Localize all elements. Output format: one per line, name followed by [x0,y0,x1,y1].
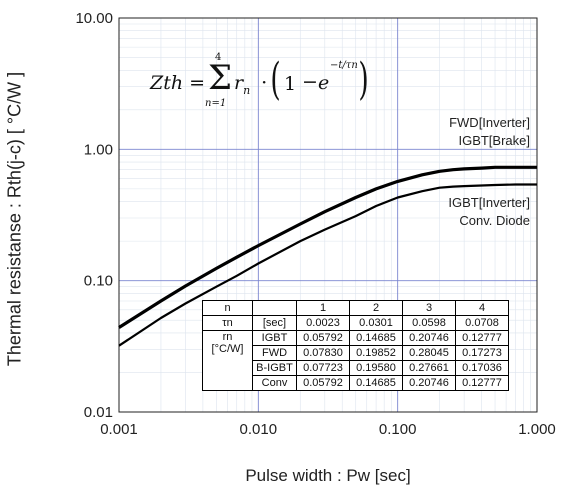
table-cell: 0.0023 [296,315,350,331]
table-header-cell: 3 [402,300,456,316]
table-cell: 0.12777 [455,375,509,391]
curve-annotation: FWD[Inverter] [449,115,530,130]
formula-dot: · [261,70,268,94]
table-row: rn [°C/W] IGBT 0.05792 0.14685 0.20746 0.… [202,330,509,391]
x-tick-label: 0.010 [240,421,278,438]
plot-frame [118,17,538,413]
tau-label: τn [202,315,253,331]
table-cell: 0.19852 [349,345,403,361]
table-row: B-IGBT 0.07723 0.19580 0.27661 0.17036 [203,360,509,376]
series-lines [118,165,537,347]
y-tick-label: 1.00 [84,141,113,158]
table-cell: 0.17273 [455,345,509,361]
curve-annotations: FWD[Inverter] IGBT[Brake] IGBT[Inverter] Co… [448,115,530,228]
formula-exp-base: e [318,72,330,94]
table-cell: 0.19580 [349,360,403,376]
formula-term: rn [234,72,251,97]
table-cell: 0.27661 [402,360,456,376]
series-line-2 [118,183,537,347]
series-line-1 [118,165,537,329]
table-cell: 0.14685 [349,330,403,346]
tau-unit: [sec] [252,315,297,331]
formula-minus: − [302,71,318,93]
table-header-cell: 4 [455,300,509,316]
table-cell: 0.17036 [455,360,509,376]
table-header-cell: 1 [296,300,350,316]
table-row: FWD 0.07830 0.19852 0.28045 0.17273 [203,345,509,361]
zth-formula: Zth = 4 Σ n=1 rn · ( 1 − e −t/τn ) [150,52,370,112]
x-axis-title: Pulse width : Pw [sec] [245,466,411,485]
y-tick-label: 0.01 [84,404,113,421]
x-tick-label: 0.001 [100,421,138,438]
x-tick-label: 1.000 [518,421,556,438]
table-cell: 0.0301 [349,315,403,331]
formula-left-paren: ( [270,54,281,105]
table-cell: 0.0708 [455,315,509,331]
formula-exponent: −t/τn [330,60,358,71]
row-name: IGBT [252,330,297,346]
curve-annotation: IGBT[Brake] [458,133,530,148]
table-cell: 0.28045 [402,345,456,361]
table-cell: 0.20746 [402,330,456,346]
parameter-table: n 1 2 3 4 τn [sec] 0.0023 0.0301 0.0598 … [202,300,509,391]
sigma-symbol: Σ [208,58,233,98]
table-cell: 0.05792 [296,375,350,391]
table-header-cell: n [202,300,253,316]
table-row-tau: τn [sec] 0.0023 0.0301 0.0598 0.0708 [202,315,509,331]
table-cell: 0.0598 [402,315,456,331]
table-header-row: n 1 2 3 4 [202,300,509,316]
table-header-cell [252,300,297,316]
table-cell: 0.07830 [296,345,350,361]
y-tick-label: 10.00 [75,10,113,27]
table-cell: 0.12777 [455,330,509,346]
formula-lhs: Zth = [150,72,206,94]
tick-labels: 0.001 0.010 0.100 1.000 0.01 0.10 1.00 10.00 [75,10,555,438]
table-cell: 0.05792 [296,330,350,346]
row-name: B-IGBT [252,360,297,376]
curve-annotation: Conv. Diode [459,213,530,228]
table-header-cell: 2 [349,300,403,316]
row-name: FWD [252,345,297,361]
table-row: Conv 0.05792 0.14685 0.20746 0.12777 [203,375,509,391]
table-cell: 0.14685 [349,375,403,391]
r-label: rn [°C/W] [202,330,253,391]
x-tick-label: 0.100 [379,421,417,438]
formula-one: 1 [284,73,297,95]
y-tick-label: 0.10 [84,273,113,290]
curve-annotation: IGBT[Inverter] [448,195,530,210]
row-name: Conv [252,375,297,391]
table-cell: 0.07723 [296,360,350,376]
formula-sum-upper: 4 [215,52,222,63]
formula-right-paren: ) [358,54,369,105]
y-axis-title: Thermal resistanse : Rth(j-c) [ °C/W ] [4,71,25,367]
table-cell: 0.20746 [402,375,456,391]
formula-sum-lower: n=1 [205,98,227,109]
